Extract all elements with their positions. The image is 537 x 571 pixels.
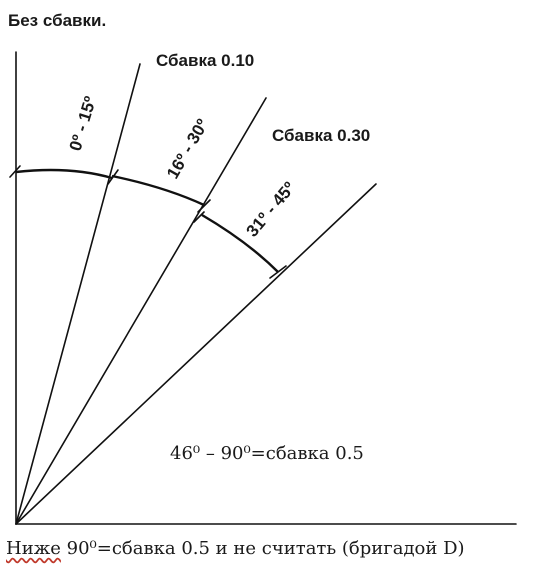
label-allowance-010: Сбавка 0.10: [156, 51, 254, 70]
label-no-allowance: Без сбавки.: [8, 11, 106, 30]
tick-vertical-axis: [9, 165, 21, 178]
caption: Ниже 90⁰=сбавка 0.5 и не считать (бригад…: [6, 538, 536, 566]
tick-ray-15: [107, 169, 119, 185]
label-range-31-45: 31º - 45º: [243, 178, 300, 240]
caption-text: 90⁰=сбавка 0.5 и не считать (бригадой D): [60, 538, 465, 559]
tick-ray-30-upper: [197, 199, 211, 213]
tick-ray-30-lower: [193, 211, 205, 223]
arc-31-45: [201, 213, 279, 273]
ray-45-degrees: [15, 183, 377, 525]
tick-ray-45: [269, 265, 287, 279]
ray-15-degrees: [15, 63, 141, 525]
label-allowance-030: Сбавка 0.30: [272, 126, 370, 145]
label-range-16-30: 16º - 30º: [163, 116, 212, 182]
ray-30-degrees: [15, 97, 267, 525]
arc-16-30: [111, 174, 205, 207]
label-range-0-15: 0º - 15º: [66, 94, 101, 153]
label-range-46-90: 46⁰ – 90⁰=сбавка 0.5: [170, 443, 364, 464]
arc-0-15: [15, 168, 113, 180]
caption-underlined-word: Ниже: [6, 538, 61, 559]
